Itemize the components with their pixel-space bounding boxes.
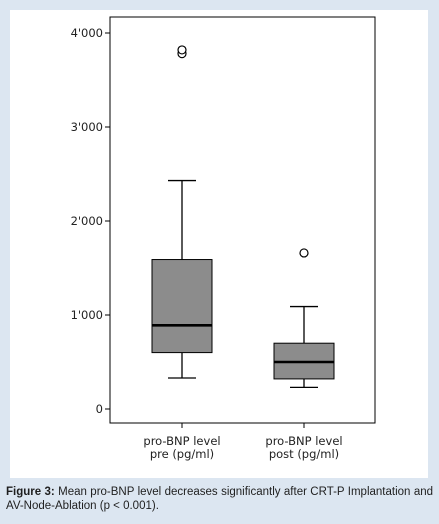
box-1-iqr-box xyxy=(151,259,213,354)
y-tick-label: 3'000 xyxy=(71,120,103,134)
plot-frame xyxy=(109,16,376,424)
box-2-outlier-point xyxy=(299,248,309,258)
x-category-label: pro-BNP level xyxy=(265,434,342,448)
y-tick-label: 0 xyxy=(96,402,103,416)
caption-text: Mean pro-BNP level decreases significant… xyxy=(6,486,434,512)
figure-caption: Figure 3: Mean pro-BNP level decreases s… xyxy=(6,485,433,513)
box-1-outlier-point xyxy=(177,45,187,55)
plot-panel xyxy=(10,10,428,478)
caption-label: Figure 3: xyxy=(6,486,55,498)
y-tick-label: 2'000 xyxy=(71,214,103,228)
y-tick-label: 4'000 xyxy=(71,26,103,40)
y-tick-label: 1'000 xyxy=(71,308,103,322)
x-category-label: pro-BNP level xyxy=(143,434,220,448)
x-category-label: post (pg/ml) xyxy=(269,447,339,461)
x-category-label: pre (pg/ml) xyxy=(150,447,214,461)
